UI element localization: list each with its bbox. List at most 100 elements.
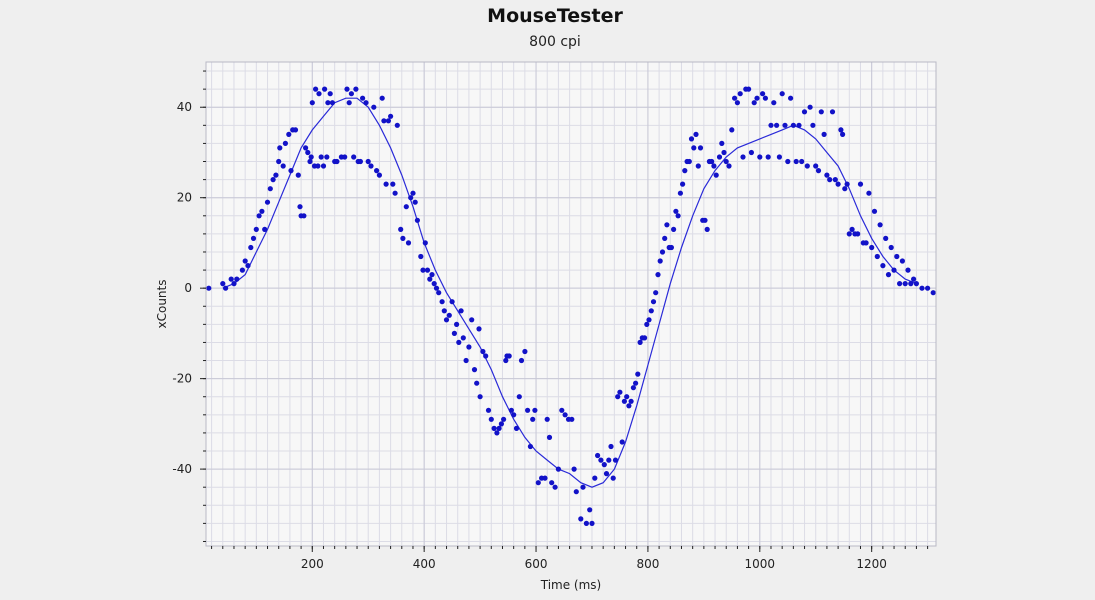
data-point bbox=[483, 353, 489, 359]
data-point bbox=[648, 308, 654, 314]
data-point bbox=[327, 91, 333, 97]
data-point bbox=[704, 226, 710, 232]
data-point bbox=[346, 100, 352, 106]
data-point bbox=[353, 86, 359, 92]
data-point bbox=[273, 172, 279, 178]
data-point bbox=[608, 443, 614, 450]
data-point bbox=[844, 181, 850, 187]
data-point bbox=[360, 95, 366, 101]
x-axis-ticks: 200 400 600 800 1000 1200 bbox=[211, 546, 929, 571]
x-tick-label: 200 bbox=[301, 557, 324, 571]
data-point bbox=[277, 145, 283, 151]
series-line bbox=[222, 97, 917, 488]
data-point bbox=[480, 348, 486, 355]
data-point bbox=[253, 226, 259, 232]
data-point bbox=[877, 222, 883, 228]
data-point bbox=[496, 425, 502, 431]
data-point bbox=[329, 100, 335, 106]
data-point bbox=[307, 158, 313, 165]
data-point bbox=[880, 263, 886, 269]
data-point bbox=[427, 276, 433, 282]
data-point bbox=[911, 276, 917, 282]
axes bbox=[205, 61, 937, 547]
data-point bbox=[239, 267, 245, 273]
data-point bbox=[433, 285, 440, 291]
data-point bbox=[762, 95, 769, 101]
data-point bbox=[832, 177, 838, 183]
data-point bbox=[624, 394, 630, 400]
data-point bbox=[508, 407, 514, 413]
data-point bbox=[303, 145, 309, 151]
data-point bbox=[420, 267, 426, 273]
data-point bbox=[315, 163, 321, 169]
data-point bbox=[334, 158, 340, 165]
data-point bbox=[414, 217, 420, 223]
data-point bbox=[569, 416, 575, 422]
data-point bbox=[525, 407, 531, 413]
data-point bbox=[476, 326, 482, 332]
data-point bbox=[894, 253, 900, 260]
data-point bbox=[546, 434, 553, 440]
data-point bbox=[446, 312, 452, 318]
data-point bbox=[403, 204, 409, 210]
data-point bbox=[295, 172, 301, 178]
data-point bbox=[491, 425, 497, 431]
x-tick-label: 800 bbox=[636, 557, 659, 571]
data-point bbox=[824, 172, 830, 178]
data-point bbox=[866, 190, 872, 196]
data-point bbox=[635, 371, 641, 377]
data-point bbox=[571, 466, 577, 472]
data-point bbox=[905, 267, 911, 273]
data-point bbox=[606, 457, 612, 463]
data-point bbox=[439, 299, 445, 305]
data-point bbox=[374, 168, 380, 174]
data-point bbox=[793, 158, 799, 165]
data-point bbox=[469, 317, 475, 323]
data-point bbox=[471, 367, 478, 373]
data-point bbox=[589, 520, 595, 527]
data-point bbox=[390, 181, 396, 187]
data-point bbox=[721, 149, 727, 156]
data-point bbox=[357, 158, 363, 165]
data-point bbox=[693, 131, 699, 137]
data-point bbox=[220, 281, 226, 287]
data-point bbox=[248, 244, 254, 251]
data-point bbox=[494, 430, 500, 436]
data-point bbox=[610, 475, 616, 481]
data-point bbox=[740, 154, 746, 160]
data-point bbox=[815, 168, 822, 174]
data-point bbox=[813, 163, 819, 169]
data-point bbox=[782, 122, 788, 128]
data-point bbox=[790, 122, 797, 128]
data-point bbox=[633, 380, 639, 386]
data-point bbox=[619, 439, 625, 445]
major-gridlines bbox=[206, 62, 936, 546]
data-point bbox=[286, 131, 292, 137]
data-point bbox=[688, 136, 695, 142]
data-point bbox=[454, 321, 460, 327]
data-point bbox=[709, 158, 715, 165]
data-point bbox=[737, 91, 743, 97]
data-point bbox=[913, 281, 920, 287]
data-point bbox=[516, 394, 522, 400]
y-tick-label: -20 bbox=[172, 372, 192, 386]
data-point bbox=[771, 100, 777, 106]
data-point bbox=[902, 281, 908, 287]
data-point bbox=[276, 158, 282, 165]
data-point bbox=[292, 127, 299, 133]
data-point bbox=[410, 190, 416, 196]
data-point bbox=[765, 154, 771, 160]
data-point bbox=[301, 213, 307, 219]
data-point bbox=[297, 204, 303, 210]
data-point bbox=[857, 181, 864, 187]
data-point bbox=[542, 475, 548, 481]
data-point bbox=[436, 290, 442, 296]
data-point bbox=[309, 100, 315, 106]
data-point bbox=[313, 86, 319, 92]
data-point bbox=[544, 416, 550, 422]
data-point bbox=[288, 168, 294, 174]
data-point bbox=[897, 281, 903, 287]
data-point bbox=[371, 104, 377, 110]
data-point bbox=[908, 281, 914, 287]
